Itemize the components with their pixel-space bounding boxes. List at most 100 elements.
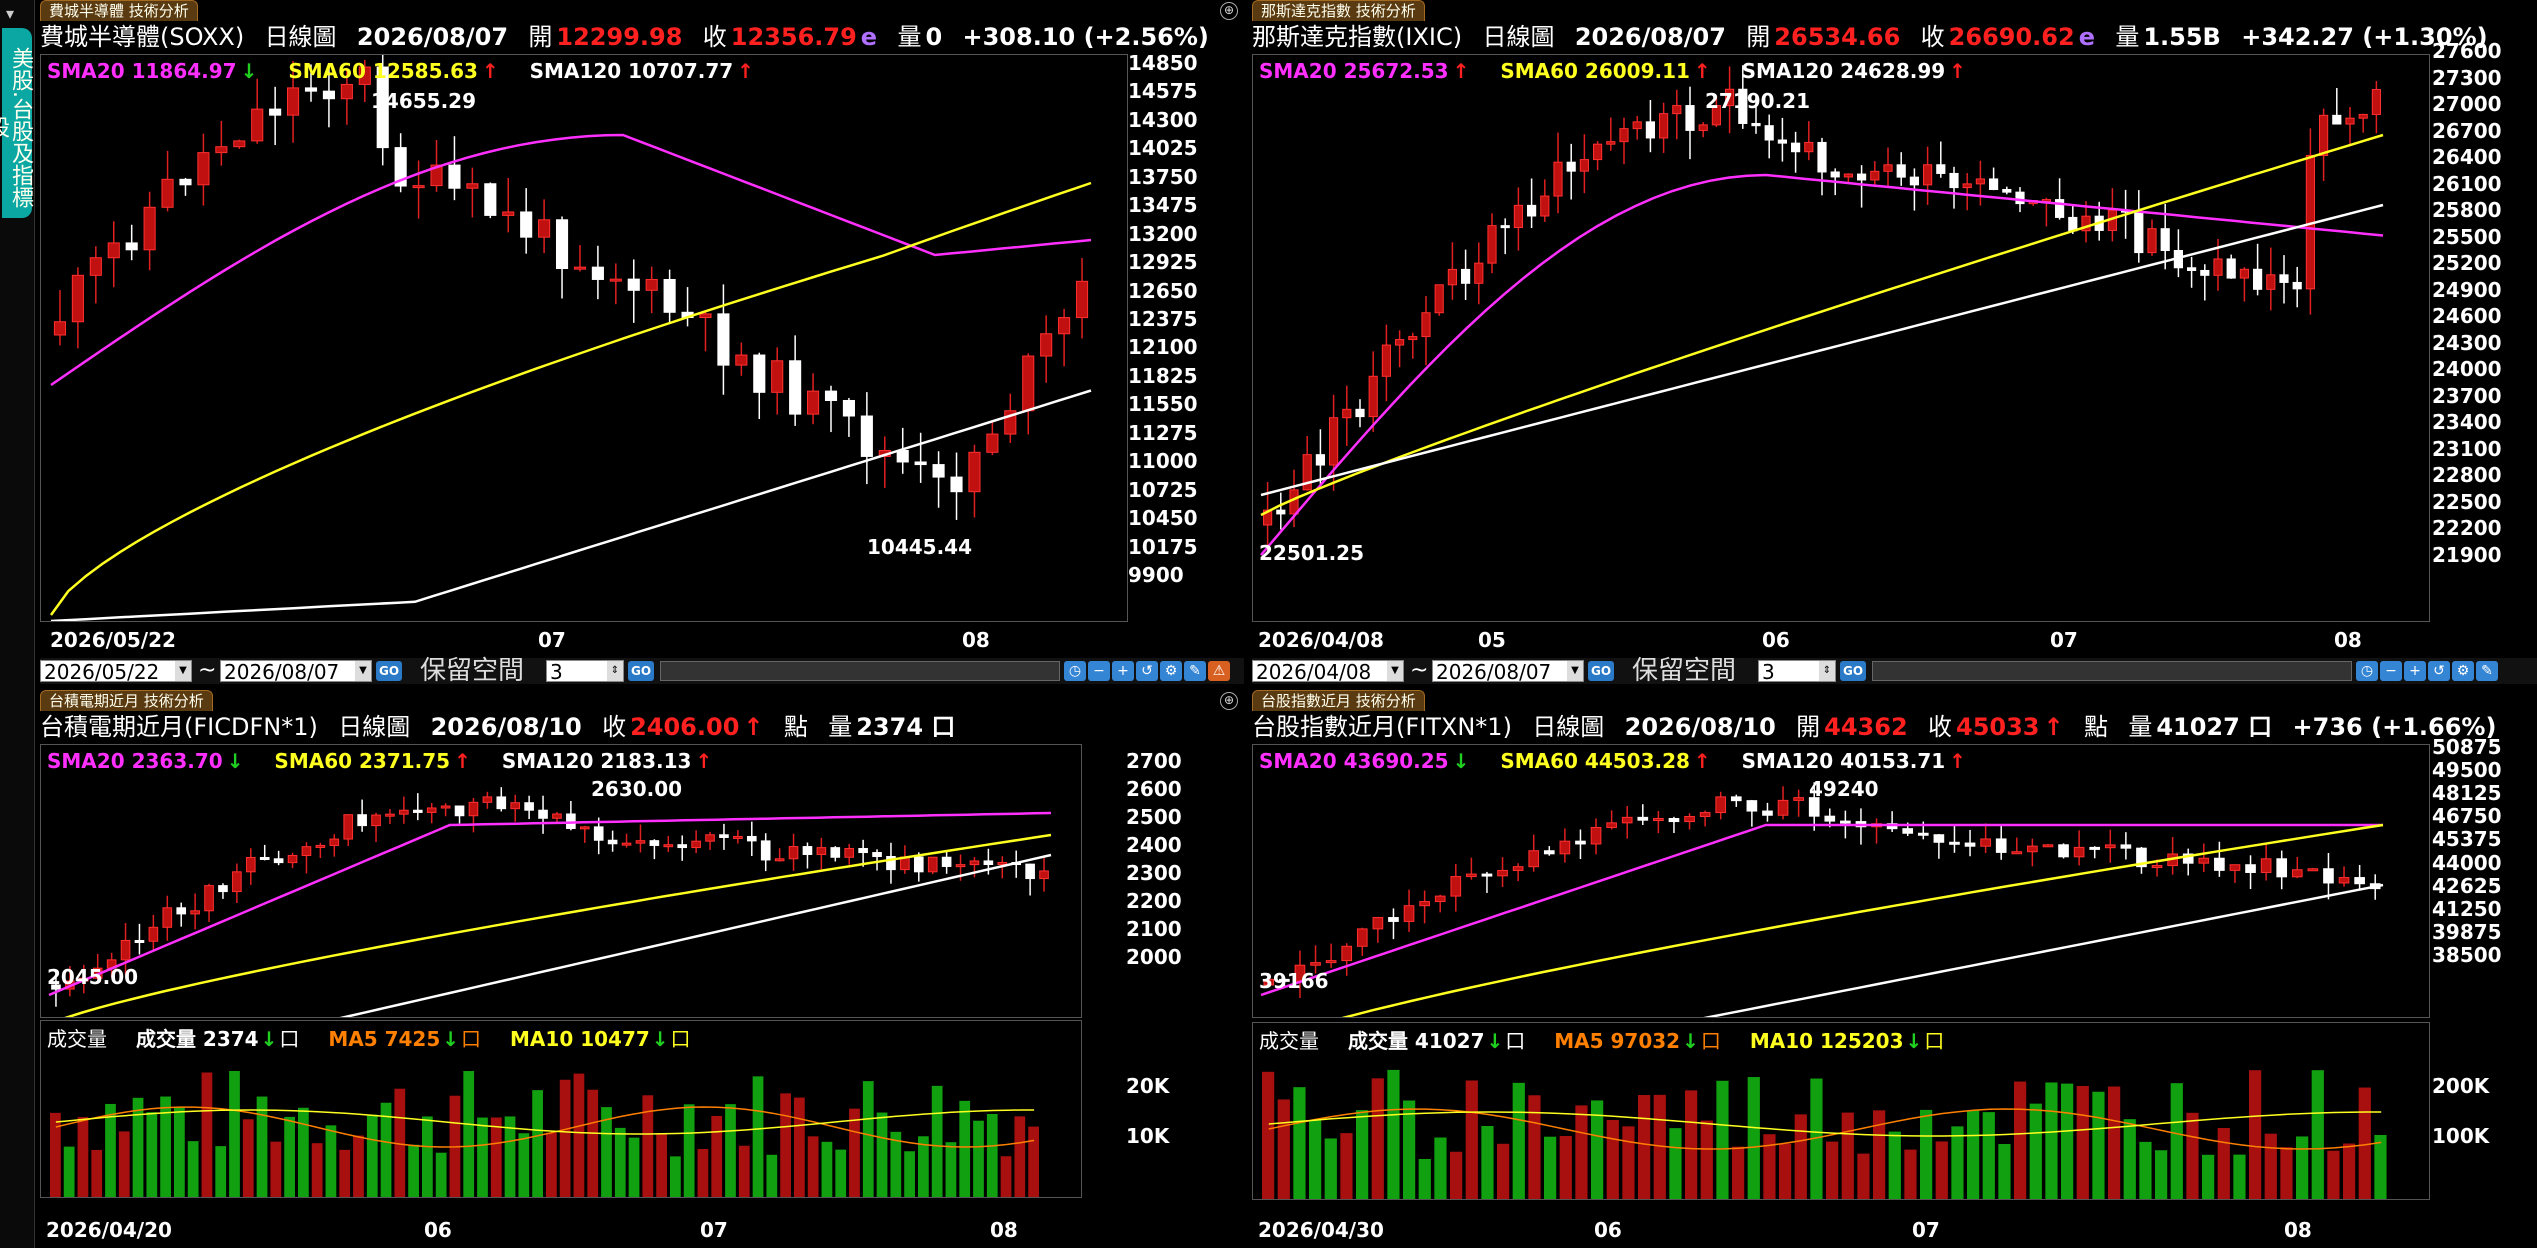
panel-title-tab[interactable]: 台股指數近月 技術分析 (1252, 690, 1425, 711)
candle (2136, 847, 2147, 868)
annotation-low: 22501.25 (1259, 541, 1365, 565)
zoom-icon[interactable]: ⊕ (1220, 692, 1238, 710)
close-arrow: ↑ (2043, 713, 2064, 741)
candle (1593, 143, 1603, 161)
candle (2198, 857, 2210, 864)
candle (1481, 873, 1493, 877)
price-tick: 10175 (1128, 534, 1198, 559)
price-tick: 12375 (1128, 307, 1198, 331)
sma60-arrow: ↑ (454, 749, 471, 773)
reset-icon[interactable]: ↺ (1136, 661, 1158, 681)
clock-icon[interactable]: ◷ (2356, 661, 2378, 681)
stepper-icon[interactable]: ⇕ (607, 661, 623, 681)
config-icon[interactable]: ⚙ (2452, 661, 2474, 681)
candle (789, 360, 802, 415)
panel-title-tab[interactable]: 費城半導體 技術分析 (40, 0, 198, 21)
stepper-icon[interactable]: ⇕ (1819, 661, 1835, 681)
dropdown-arrow-icon[interactable]: ▼ (1567, 661, 1583, 681)
reset-icon[interactable]: ↺ (2428, 661, 2450, 681)
price-chart[interactable]: SMA20 25672.53 ↑ SMA60 26009.11 ↑ SMA120 2… (1252, 54, 2430, 622)
candle (1368, 375, 1378, 418)
alert-icon[interactable]: ⚠ (1208, 661, 1230, 681)
to-date-input[interactable]: 2026/08/07 ▼ (220, 660, 372, 683)
volume-label: 量 (897, 23, 922, 51)
candle (842, 399, 855, 417)
volume-current-arrow: ↓ (1486, 1029, 1504, 1053)
config-icon[interactable]: ⚙ (1160, 661, 1182, 681)
candle (621, 842, 632, 846)
horizontal-scrollbar[interactable] (660, 661, 1060, 681)
price-chart[interactable]: SMA20 43690.25 ↓ SMA60 44503.28 ↑ SMA120 4… (1252, 744, 2430, 1018)
go-button[interactable]: GO (376, 661, 402, 681)
draw-icon[interactable]: ✎ (1184, 661, 1206, 681)
go-button[interactable]: GO (628, 661, 654, 681)
candle (691, 840, 701, 849)
volume-bar (1434, 1137, 1447, 1199)
price-tick: 11275 (1128, 420, 1198, 445)
candle (1949, 841, 1960, 845)
horizontal-scrollbar[interactable] (1872, 661, 2352, 681)
go-button[interactable]: GO (1588, 661, 1614, 681)
dropdown-arrow-icon[interactable]: ▼ (175, 661, 191, 681)
volume-bar (986, 1113, 998, 1197)
candle (1421, 312, 1431, 338)
candle (1355, 408, 1365, 418)
panel-title-tab[interactable]: 台積電期近月 技術分析 (40, 690, 213, 711)
volume-bar (366, 1114, 378, 1197)
volume-bar (1653, 1094, 1666, 1199)
volume-bar (1559, 1136, 1572, 1199)
reserve-space-input[interactable]: 3 ⇕ (1758, 660, 1836, 683)
date-x-axis: 2026/04/20 06 07 08 (40, 1218, 1080, 1244)
sma-legend: SMA20 11864.97 ↓ SMA60 12585.63 ↑ SMA120 1… (47, 59, 778, 83)
candle (2354, 877, 2365, 885)
volume-value: 2374 口 (856, 713, 956, 741)
zoom-in-icon[interactable]: + (1112, 661, 1134, 681)
clock-icon[interactable]: ◷ (1064, 661, 1086, 681)
price-tick: 24600 (2432, 304, 2502, 329)
zoom-in-icon[interactable]: + (2404, 661, 2426, 681)
volume-bar (2374, 1134, 2387, 1199)
candle (1606, 141, 1616, 145)
from-date-input[interactable]: 2026/04/08 ▼ (1252, 660, 1404, 683)
volume-y-axis-labels: 200K 100K (2432, 1022, 2532, 1198)
dropdown-arrow-icon[interactable]: ▼ (1387, 661, 1403, 681)
to-date-input[interactable]: 2026/08/07 ▼ (1432, 660, 1584, 683)
volume-bar (1309, 1120, 1322, 1199)
ma5-arrow: ↓ (442, 1027, 460, 1051)
collapse-arrow-icon[interactable]: ▾ (6, 4, 15, 23)
candle (2345, 117, 2355, 125)
sma20-line (48, 811, 1052, 997)
candle (315, 844, 326, 848)
zoom-out-icon[interactable]: − (1088, 661, 1110, 681)
volume-bar (559, 1079, 571, 1197)
ma10-value: MA10 10477 (510, 1027, 650, 1051)
volume-bar (959, 1100, 971, 1197)
volume-chart[interactable]: 成交量 成交量 41027 ↓ 口 MA5 97032 ↓ 口 MA10 125203 ↓… (1252, 1022, 2430, 1200)
from-date-input[interactable]: 2026/05/22 ▼ (40, 660, 192, 683)
sma120-line (339, 853, 1052, 1017)
price-tick: 45375 (2432, 827, 2502, 852)
volume-bar (298, 1107, 309, 1197)
candle (524, 802, 534, 811)
candle (1725, 88, 1735, 107)
candle (2015, 191, 2025, 205)
sma120-label: SMA120 40153.71 ↑ (1742, 749, 1966, 773)
period-label: 日線圖 (1482, 23, 1555, 51)
candle (1372, 917, 1384, 930)
price-chart[interactable]: SMA20 11864.97 ↓ SMA60 12585.63 ↑ SMA120 1… (40, 54, 1128, 622)
volume-bar (2045, 1082, 2058, 1199)
panel-title-tab[interactable]: 那斯達克指數 技術分析 (1252, 0, 1425, 21)
sma60-label: SMA60 2371.75 ↑ (274, 749, 470, 773)
price-tick: 50875 (2432, 735, 2502, 759)
price-chart[interactable]: SMA20 2363.70 ↓ SMA60 2371.75 ↑ SMA120 218… (40, 744, 1082, 1018)
dropdown-arrow-icon[interactable]: ▼ (355, 661, 371, 681)
draw-icon[interactable]: ✎ (2476, 661, 2498, 681)
go-button[interactable]: GO (1840, 661, 1866, 681)
zoom-out-icon[interactable]: − (2380, 661, 2402, 681)
side-tab-us-tw-stocks[interactable]: 美股.台股及指標股 (0, 28, 33, 218)
panel-soxx: 費城半導體 技術分析 ⊕ 費城半導體(SOXX) 日線圖 2026/08/07 … (36, 0, 1244, 690)
reserve-space-input[interactable]: 3 ⇕ (546, 660, 624, 683)
volume-bar (2249, 1070, 2262, 1199)
zoom-icon[interactable]: ⊕ (1220, 2, 1238, 20)
volume-chart[interactable]: 成交量 成交量 2374 ↓ 口 MA5 7425 ↓ 口 MA10 10477 ↓ 口 (40, 1020, 1082, 1198)
